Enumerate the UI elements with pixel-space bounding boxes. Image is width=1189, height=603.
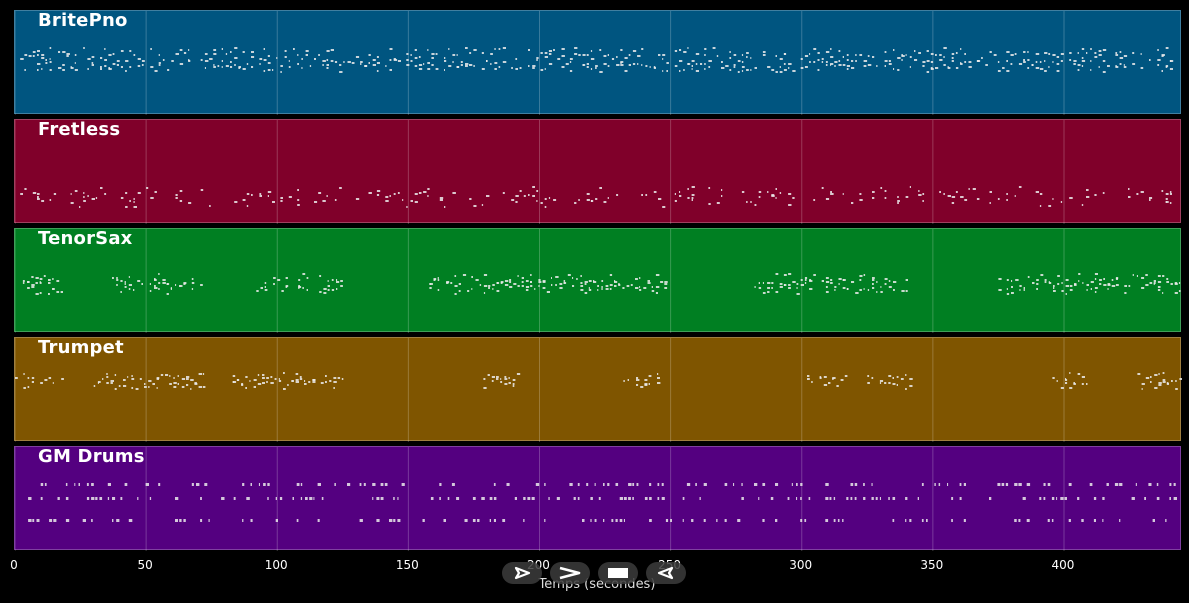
note-lane-britepno (15, 11, 1174, 115)
note-lane-gm-drums (15, 447, 1177, 551)
x-tick-label: 150 (395, 558, 419, 572)
track-label-trumpet: Trumpet (38, 337, 124, 358)
x-tick-label: 400 (1051, 558, 1075, 572)
note-lane-tenorsax (15, 229, 1181, 333)
track-tenorsax[interactable]: TenorSax (14, 228, 1181, 333)
x-tick-label: 350 (920, 558, 944, 572)
play-button[interactable] (502, 562, 542, 584)
fast-forward-icon (559, 566, 581, 580)
track-britepno[interactable]: BritePno (14, 10, 1181, 115)
x-tick-label: 100 (264, 558, 288, 572)
track-fretless[interactable]: Fretless (14, 119, 1181, 224)
playback-controls (502, 562, 686, 584)
track-label-britepno: BritePno (38, 10, 128, 31)
stop-button[interactable] (598, 562, 638, 584)
track-label-tenorsax: TenorSax (38, 228, 133, 249)
track-label-fretless: Fretless (38, 119, 121, 140)
track-gm-drums[interactable]: GM Drums (14, 446, 1181, 551)
note-lane-trumpet (15, 338, 1182, 442)
track-label-gm-drums: GM Drums (38, 446, 145, 467)
x-tick-label: 0 (10, 558, 18, 572)
stop-icon (608, 568, 628, 578)
x-tick-label: 50 (137, 558, 153, 572)
fast-forward-button[interactable] (550, 562, 590, 584)
rewind-icon (657, 566, 674, 580)
x-tick-label: 300 (789, 558, 813, 572)
rewind-button[interactable] (646, 562, 686, 584)
play-icon (514, 566, 531, 580)
track-trumpet[interactable]: Trumpet (14, 337, 1182, 442)
note-lane-fretless (15, 120, 1172, 224)
